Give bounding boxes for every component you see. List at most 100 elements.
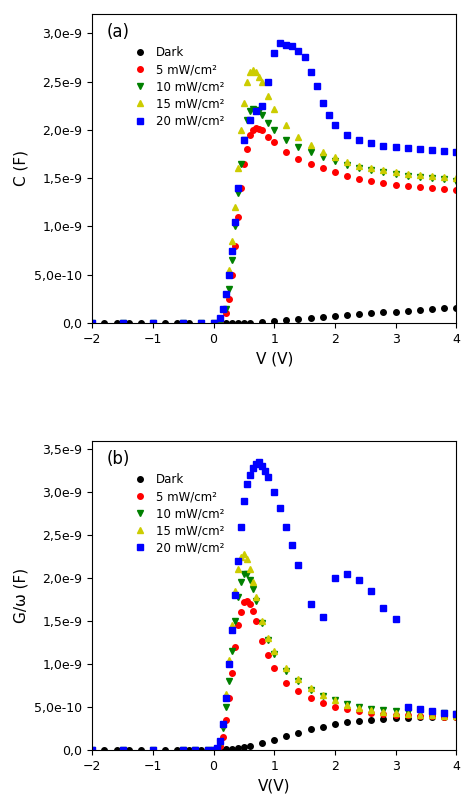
20 mW/cm² bbox=[417, 144, 423, 154]
Dark bbox=[453, 712, 459, 721]
5 mW/cm² bbox=[259, 125, 265, 135]
10 mW/cm² bbox=[253, 105, 259, 115]
20 mW/cm² bbox=[265, 472, 271, 482]
10 mW/cm² bbox=[381, 168, 386, 178]
15 mW/cm² bbox=[232, 203, 237, 212]
20 mW/cm² bbox=[296, 560, 301, 570]
15 mW/cm² bbox=[392, 708, 398, 717]
15 mW/cm² bbox=[332, 695, 337, 705]
Dark bbox=[90, 318, 95, 328]
20 mW/cm² bbox=[405, 144, 410, 153]
10 mW/cm² bbox=[296, 676, 301, 686]
5 mW/cm² bbox=[247, 130, 253, 140]
10 mW/cm² bbox=[265, 635, 271, 645]
10 mW/cm² bbox=[217, 318, 222, 328]
Dark bbox=[296, 315, 301, 324]
5 mW/cm² bbox=[253, 123, 259, 133]
15 mW/cm² bbox=[238, 125, 244, 135]
5 mW/cm² bbox=[150, 745, 156, 755]
5 mW/cm² bbox=[381, 709, 386, 718]
20 mW/cm² bbox=[211, 745, 217, 755]
20 mW/cm² bbox=[283, 40, 289, 50]
20 mW/cm² bbox=[308, 67, 313, 77]
15 mW/cm² bbox=[259, 617, 265, 626]
15 mW/cm² bbox=[405, 709, 410, 718]
20 mW/cm² bbox=[392, 614, 398, 624]
15 mW/cm² bbox=[441, 173, 447, 182]
10 mW/cm² bbox=[205, 745, 210, 755]
20 mW/cm² bbox=[441, 708, 447, 717]
5 mW/cm² bbox=[181, 318, 186, 328]
5 mW/cm² bbox=[90, 318, 95, 328]
15 mW/cm² bbox=[150, 318, 156, 328]
10 mW/cm² bbox=[226, 284, 232, 294]
5 mW/cm² bbox=[253, 617, 259, 626]
10 mW/cm² bbox=[405, 707, 410, 717]
5 mW/cm² bbox=[241, 597, 247, 607]
10 mW/cm² bbox=[453, 176, 459, 186]
20 mW/cm² bbox=[238, 521, 244, 531]
Dark bbox=[308, 725, 313, 734]
20 mW/cm² bbox=[241, 495, 247, 505]
20 mW/cm² bbox=[214, 743, 219, 753]
Dark bbox=[417, 713, 423, 722]
10 mW/cm² bbox=[241, 135, 247, 144]
5 mW/cm² bbox=[417, 182, 423, 192]
20 mW/cm² bbox=[302, 52, 308, 62]
20 mW/cm² bbox=[356, 575, 362, 584]
5 mW/cm² bbox=[250, 606, 256, 616]
10 mW/cm² bbox=[120, 318, 126, 328]
15 mW/cm² bbox=[253, 67, 259, 77]
15 mW/cm² bbox=[235, 164, 241, 174]
20 mW/cm² bbox=[320, 612, 326, 621]
20 mW/cm² bbox=[229, 625, 235, 634]
15 mW/cm² bbox=[320, 147, 326, 157]
Dark bbox=[429, 303, 435, 313]
15 mW/cm² bbox=[441, 711, 447, 721]
5 mW/cm² bbox=[150, 318, 156, 328]
Dark bbox=[162, 318, 168, 328]
Dark bbox=[368, 308, 374, 318]
15 mW/cm² bbox=[429, 711, 435, 721]
15 mW/cm² bbox=[344, 700, 350, 710]
15 mW/cm² bbox=[199, 318, 204, 328]
15 mW/cm² bbox=[256, 72, 262, 82]
10 mW/cm² bbox=[429, 174, 435, 183]
10 mW/cm² bbox=[90, 318, 95, 328]
5 mW/cm² bbox=[223, 715, 228, 725]
15 mW/cm² bbox=[229, 621, 235, 630]
20 mW/cm² bbox=[272, 487, 277, 497]
10 mW/cm² bbox=[235, 188, 241, 198]
20 mW/cm² bbox=[368, 139, 374, 148]
20 mW/cm² bbox=[181, 745, 186, 755]
Dark bbox=[126, 318, 131, 328]
Line: 10 mW/cm²: 10 mW/cm² bbox=[89, 105, 460, 327]
10 mW/cm² bbox=[250, 584, 256, 594]
5 mW/cm² bbox=[235, 212, 241, 222]
20 mW/cm² bbox=[290, 541, 295, 550]
10 mW/cm² bbox=[217, 738, 222, 748]
15 mW/cm² bbox=[250, 578, 256, 587]
20 mW/cm² bbox=[205, 745, 210, 755]
5 mW/cm² bbox=[283, 678, 289, 688]
20 mW/cm² bbox=[226, 659, 232, 669]
15 mW/cm² bbox=[244, 77, 250, 86]
20 mW/cm² bbox=[253, 459, 259, 469]
10 mW/cm² bbox=[296, 142, 301, 152]
15 mW/cm² bbox=[214, 743, 219, 753]
Line: 5 mW/cm²: 5 mW/cm² bbox=[90, 125, 459, 326]
20 mW/cm² bbox=[235, 556, 241, 566]
15 mW/cm² bbox=[296, 674, 301, 684]
Y-axis label: C (F): C (F) bbox=[14, 150, 29, 186]
10 mW/cm² bbox=[344, 160, 350, 169]
Dark bbox=[217, 745, 222, 755]
20 mW/cm² bbox=[290, 41, 295, 51]
15 mW/cm² bbox=[235, 565, 241, 575]
10 mW/cm² bbox=[229, 646, 235, 656]
15 mW/cm² bbox=[250, 65, 256, 75]
20 mW/cm² bbox=[247, 115, 253, 125]
15 mW/cm² bbox=[308, 684, 313, 693]
Dark bbox=[344, 311, 350, 320]
15 mW/cm² bbox=[217, 313, 222, 323]
15 mW/cm² bbox=[192, 745, 198, 755]
